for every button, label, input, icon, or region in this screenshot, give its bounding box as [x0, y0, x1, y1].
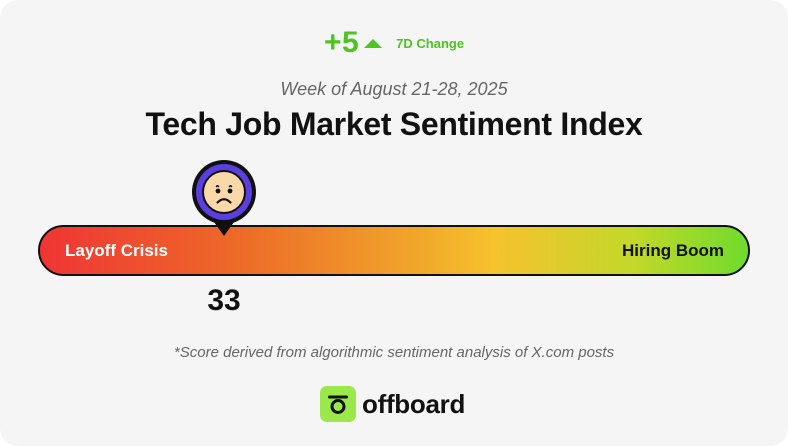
change-value: +5	[323, 26, 360, 59]
offboard-logo-icon	[320, 386, 356, 422]
gauge-right-label: Hiring Boom	[622, 241, 724, 260]
change-label: 7D Change	[396, 35, 465, 51]
sentiment-gauge-bar: Layoff Crisis Hiring Boom	[38, 225, 750, 276]
brand-name: offboard	[362, 388, 466, 419]
gauge-left-label: Layoff Crisis	[65, 241, 168, 260]
sad-face-icon	[192, 160, 256, 236]
methodology-footnote: *Score derived from algorithmic sentimen…	[173, 344, 615, 361]
brand: offboard	[320, 386, 465, 422]
week-subtitle: Week of August 21-28, 2025	[280, 79, 508, 99]
sentiment-score: 33	[207, 284, 241, 317]
triangle-up-icon	[364, 39, 383, 48]
weekly-change: +5 7D Change	[0, 28, 788, 58]
page-title: Tech Job Market Sentiment Index	[145, 106, 643, 142]
